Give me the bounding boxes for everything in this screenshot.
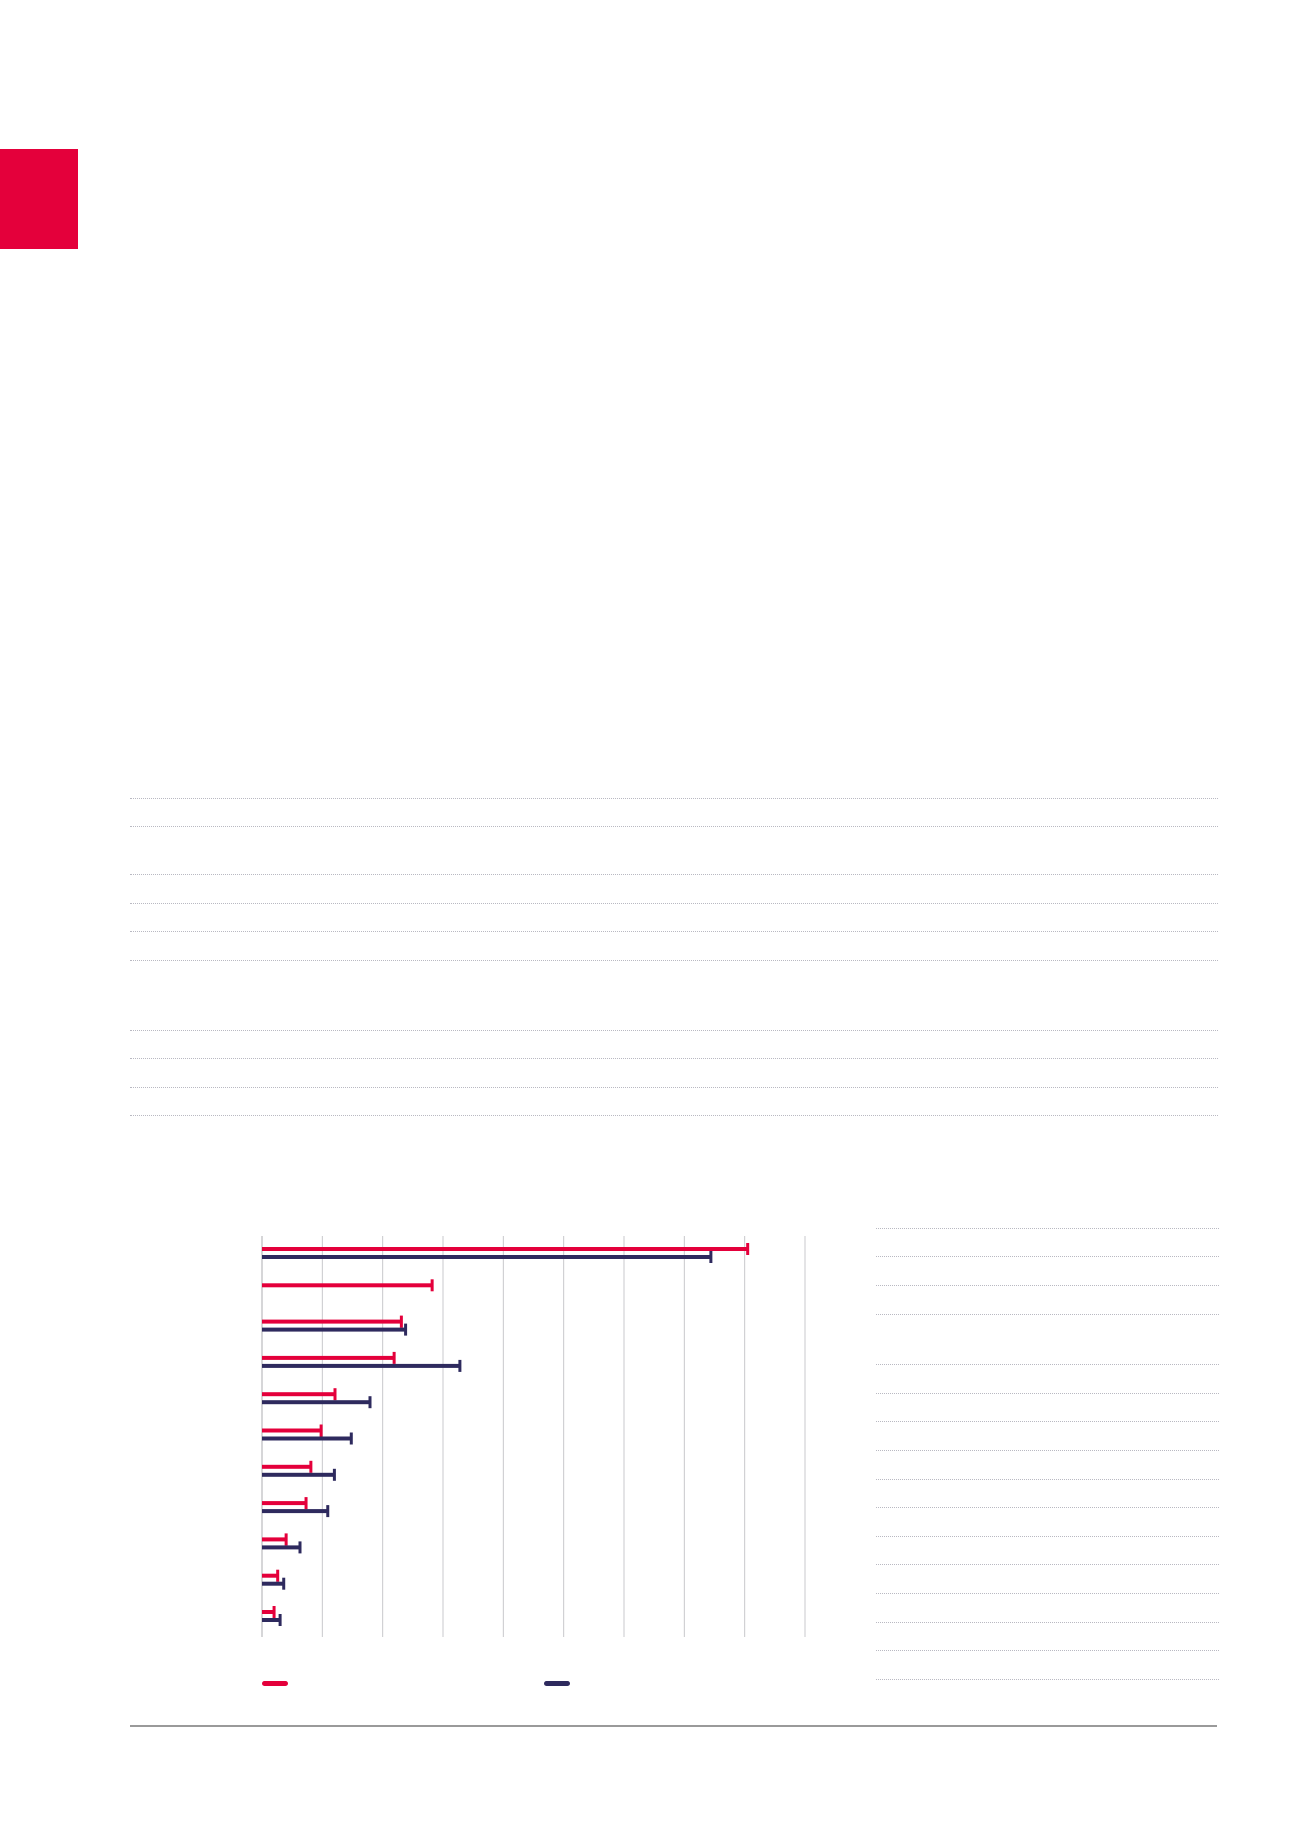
bar: [262, 1355, 395, 1360]
bar: [262, 1428, 322, 1433]
table-rule: [876, 1314, 1219, 1315]
bar: [262, 1363, 460, 1368]
bar: [262, 1400, 370, 1405]
chart-bars: [262, 1243, 750, 1626]
bar-series-2-row-10: [262, 1577, 286, 1590]
table-rule: [876, 1622, 1219, 1623]
table-rule: [876, 1421, 1219, 1422]
bar-series-1-row-3: [262, 1315, 403, 1328]
bar: [262, 1509, 328, 1514]
table-rule: [876, 1593, 1219, 1594]
bar-series-1-row-1: [262, 1243, 750, 1255]
bar-series-2-row-6: [262, 1432, 353, 1445]
bottom-divider: [130, 1725, 1217, 1727]
table-rule: [876, 1393, 1219, 1394]
bar: [262, 1464, 311, 1469]
bar-series-1-row-8: [262, 1497, 308, 1510]
bar-series-2-row-11: [262, 1614, 282, 1626]
bar-series-1-row-6: [262, 1424, 323, 1437]
bar-series-1-row-7: [262, 1460, 313, 1473]
bar: [262, 1283, 433, 1288]
bar: [262, 1392, 336, 1397]
table-rule: [876, 1564, 1219, 1565]
bar-series-1-row-2: [262, 1279, 434, 1292]
bar-series-1-row-5: [262, 1388, 337, 1401]
bar: [262, 1545, 301, 1550]
table-rule: [130, 1087, 1218, 1088]
table-rule: [130, 826, 1218, 827]
table-rule: [876, 1450, 1219, 1451]
bar: [262, 1610, 275, 1614]
table-rule: [130, 874, 1218, 875]
bar-series-1-row-4: [262, 1351, 396, 1364]
table-rule: [130, 798, 1218, 799]
bar-series-2-row-7: [262, 1468, 336, 1481]
table-rule: [130, 1058, 1218, 1059]
bar: [262, 1436, 352, 1441]
bar: [262, 1618, 281, 1622]
table-rule: [130, 960, 1218, 961]
table-rule: [876, 1228, 1219, 1229]
bar-series-2-row-9: [262, 1541, 302, 1554]
bar: [262, 1573, 278, 1578]
bar: [262, 1472, 335, 1477]
bar-series-1-row-11: [262, 1606, 276, 1618]
bar-series-2-row-1: [262, 1251, 713, 1263]
bar-series-2-row-3: [262, 1323, 408, 1336]
bar-series-2-row-5: [262, 1396, 372, 1409]
table-rule: [876, 1536, 1219, 1537]
bar: [262, 1319, 402, 1324]
bar-series-2-row-8: [262, 1505, 330, 1518]
legend-swatch-series-2: [544, 1681, 570, 1686]
table-rule: [130, 931, 1218, 932]
chart-gridlines: [261, 1236, 806, 1637]
bar: [262, 1327, 406, 1332]
table-rule: [876, 1650, 1219, 1651]
legend-swatch-series-1: [262, 1681, 288, 1686]
bar: [262, 1247, 748, 1251]
bar-series-1-row-10: [262, 1569, 280, 1582]
table-rule: [876, 1364, 1219, 1365]
bar-series-1-row-9: [262, 1533, 288, 1546]
table-rule: [130, 1030, 1218, 1031]
bar: [262, 1581, 284, 1586]
table-rule: [876, 1285, 1219, 1286]
section-tab-marker: [0, 149, 78, 249]
bar: [262, 1255, 711, 1259]
table-rule: [876, 1479, 1219, 1480]
bar-series-2-row-4: [262, 1359, 462, 1372]
table-rule: [876, 1256, 1219, 1257]
table-rule: [876, 1507, 1219, 1508]
bar: [262, 1537, 287, 1542]
table-rule: [876, 1679, 1219, 1680]
table-rule: [130, 903, 1218, 904]
table-rule: [130, 1115, 1218, 1116]
bar: [262, 1501, 307, 1506]
